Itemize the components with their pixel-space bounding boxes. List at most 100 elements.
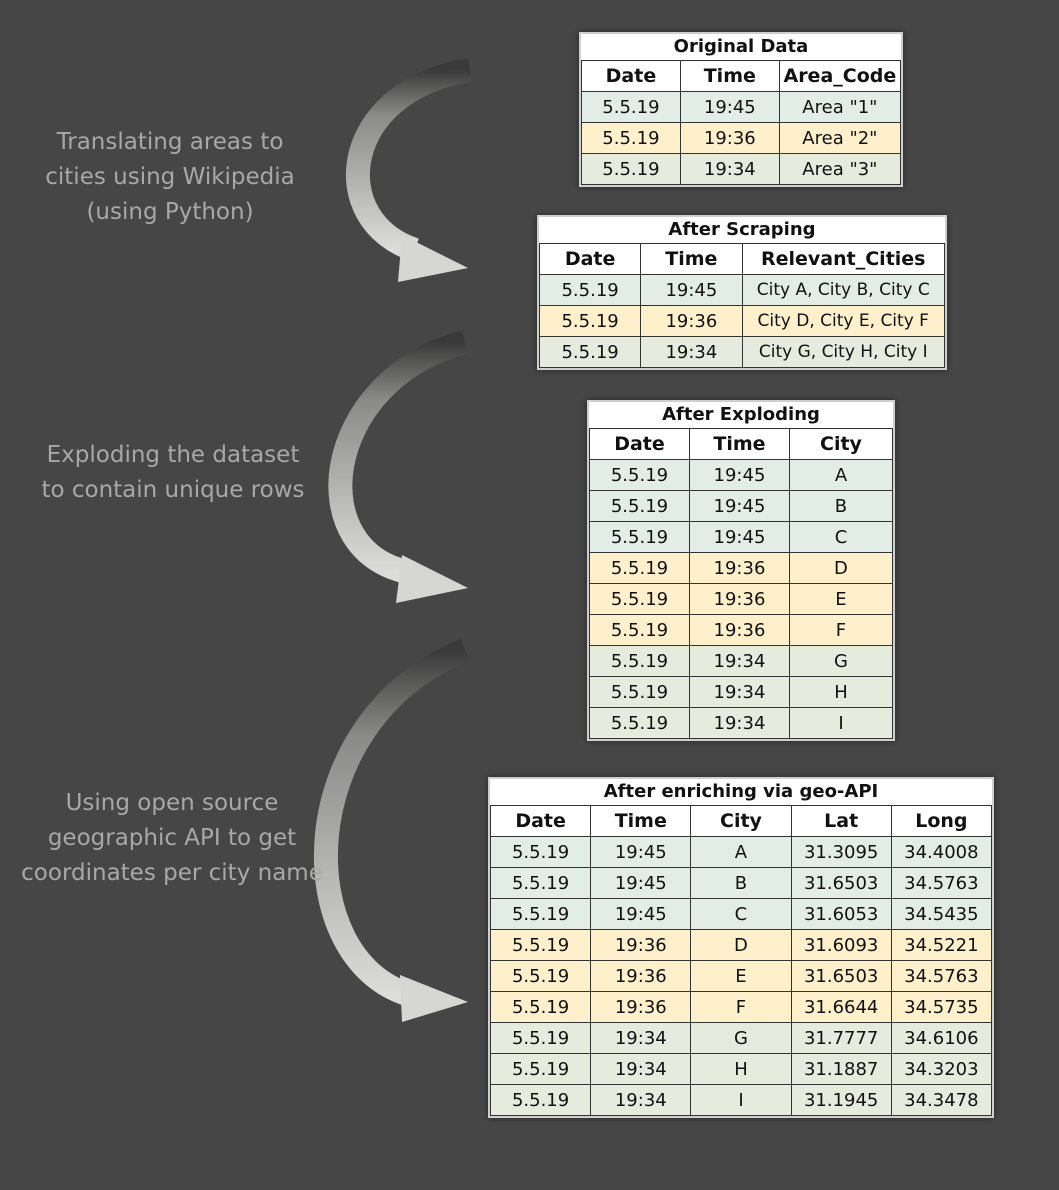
table-cell: 5.5.19 (589, 707, 690, 739)
column-header: Time (590, 805, 692, 837)
table-row: 5.5.19 19:36 F (589, 614, 894, 646)
column-header: Long (890, 805, 993, 837)
after-enriching-table: After enriching via geo-API Date Time Ci… (488, 777, 994, 1118)
table-cell: 5.5.19 (589, 645, 690, 677)
table-cell: 31.6093 (790, 929, 892, 961)
table-cell: 34.5221 (890, 929, 993, 961)
table-row: 5.5.19 19:34 H (589, 676, 894, 708)
table-cell: I (788, 707, 894, 739)
table-row: 5.5.19 19:34 G 31.7777 34.6106 (489, 1022, 993, 1054)
column-header: Area_Code (778, 60, 902, 92)
table-cell: 19:45 (679, 91, 780, 123)
table-cell: 19:34 (590, 1022, 692, 1054)
step-3-caption: Using open source geographic API to get … (12, 786, 332, 891)
table-row: 5.5.19 19:45 B (589, 490, 894, 522)
column-header: Date (589, 428, 690, 460)
column-header: Time (679, 60, 780, 92)
table-cell: 5.5.19 (489, 1084, 592, 1116)
table-cell: 19:45 (590, 898, 692, 930)
table-cell: Area "2" (778, 122, 902, 154)
table-title: After enriching via geo-API (490, 779, 992, 805)
table-row: 5.5.19 19:45 B 31.6503 34.5763 (489, 867, 993, 899)
table-cell: A (690, 836, 792, 868)
table-cell: 19:45 (688, 459, 790, 491)
table-row: 5.5.19 19:36 E 31.6503 34.5763 (489, 960, 993, 992)
table-cell: 31.6644 (790, 991, 892, 1023)
table-cell: 19:36 (679, 122, 780, 154)
table-cell: F (788, 614, 894, 646)
table-title: After Exploding (589, 402, 893, 428)
table-cell: 19:45 (688, 490, 790, 522)
table-cell: 5.5.19 (538, 336, 642, 368)
table-cell: 19:34 (688, 707, 790, 739)
table-row: 5.5.19 19:36 City D, City E, City F (538, 305, 945, 337)
table-row: 5.5.19 19:36 D 31.6093 34.5221 (489, 929, 993, 961)
table-title: After Scraping (539, 217, 945, 243)
table-cell: Area "3" (778, 153, 902, 185)
table-cell: 19:36 (590, 929, 692, 961)
table-cell: 5.5.19 (581, 153, 681, 185)
table-cell: 31.3095 (790, 836, 892, 868)
table-row: 5.5.19 19:45 C 31.6053 34.5435 (489, 898, 993, 930)
table-row: 5.5.19 19:45 C (589, 521, 894, 553)
table-cell: 34.6106 (890, 1022, 993, 1054)
table-cell: 34.4008 (890, 836, 993, 868)
table-cell: 5.5.19 (538, 274, 642, 306)
table-cell: F (690, 991, 792, 1023)
table-row: 5.5.19 19:34 G (589, 645, 894, 677)
table-cell: H (690, 1053, 792, 1085)
table-cell: 31.6503 (790, 867, 892, 899)
table-cell: 19:36 (688, 583, 790, 615)
arrow-3-icon (313, 638, 470, 1022)
table-cell: 19:34 (688, 645, 790, 677)
table-cell: B (690, 867, 792, 899)
table-cell: 5.5.19 (589, 583, 690, 615)
table-cell: 5.5.19 (489, 836, 592, 868)
table-cell: 34.5735 (890, 991, 993, 1023)
table-cell: 5.5.19 (589, 676, 690, 708)
table-cell: 31.7777 (790, 1022, 892, 1054)
column-header: Lat (790, 805, 892, 837)
table-cell: 19:36 (640, 305, 743, 337)
table-cell: 19:36 (590, 960, 692, 992)
table-cell: I (690, 1084, 792, 1116)
table-cell: 34.3203 (890, 1053, 993, 1085)
table-cell: 5.5.19 (489, 929, 592, 961)
original-data-table: Original Data Date Time Area_Code 5.5.19… (579, 32, 903, 187)
column-header: City (690, 805, 792, 837)
caption-line: Using open source (65, 790, 279, 816)
table-cell: 31.1887 (790, 1053, 892, 1085)
column-header: Date (581, 60, 681, 92)
step-2-caption: Exploding the dataset to contain unique … (20, 438, 326, 508)
table-row: 5.5.19 19:45 A 31.3095 34.4008 (489, 836, 993, 868)
after-scraping-table: After Scraping Date Time Relevant_Cities… (537, 215, 947, 370)
table-cell: Area "1" (778, 91, 902, 123)
caption-line: to contain unique rows (41, 477, 305, 503)
table-cell: 19:45 (640, 274, 743, 306)
table-cell: 5.5.19 (581, 122, 681, 154)
table-cell: 19:36 (688, 614, 790, 646)
table-cell: 19:36 (590, 991, 692, 1023)
table-row: 5.5.19 19:34 City G, City H, City I (538, 336, 945, 368)
table-cell: 34.5435 (890, 898, 993, 930)
table-row: 5.5.19 19:36 F 31.6644 34.5735 (489, 991, 993, 1023)
table-cell: 5.5.19 (589, 521, 690, 553)
table-cell: 5.5.19 (489, 1022, 592, 1054)
arrow-1-icon (345, 58, 473, 282)
table-cell: 5.5.19 (538, 305, 642, 337)
table-cell: 19:45 (688, 521, 790, 553)
arrow-2-icon (328, 330, 469, 603)
table-cell: C (788, 521, 894, 553)
table-cell: 5.5.19 (589, 552, 690, 584)
table-row: 5.5.19 19:34 I (589, 707, 894, 739)
column-header: City (788, 428, 894, 460)
table-title: Original Data (581, 34, 901, 60)
caption-line: Exploding the dataset (46, 442, 300, 468)
table-cell: 5.5.19 (489, 960, 592, 992)
table-cell: 5.5.19 (589, 459, 690, 491)
column-header: Relevant_Cities (741, 243, 945, 275)
table-cell: 34.5763 (890, 867, 993, 899)
table-cell: E (690, 960, 792, 992)
table-cell: 31.6503 (790, 960, 892, 992)
